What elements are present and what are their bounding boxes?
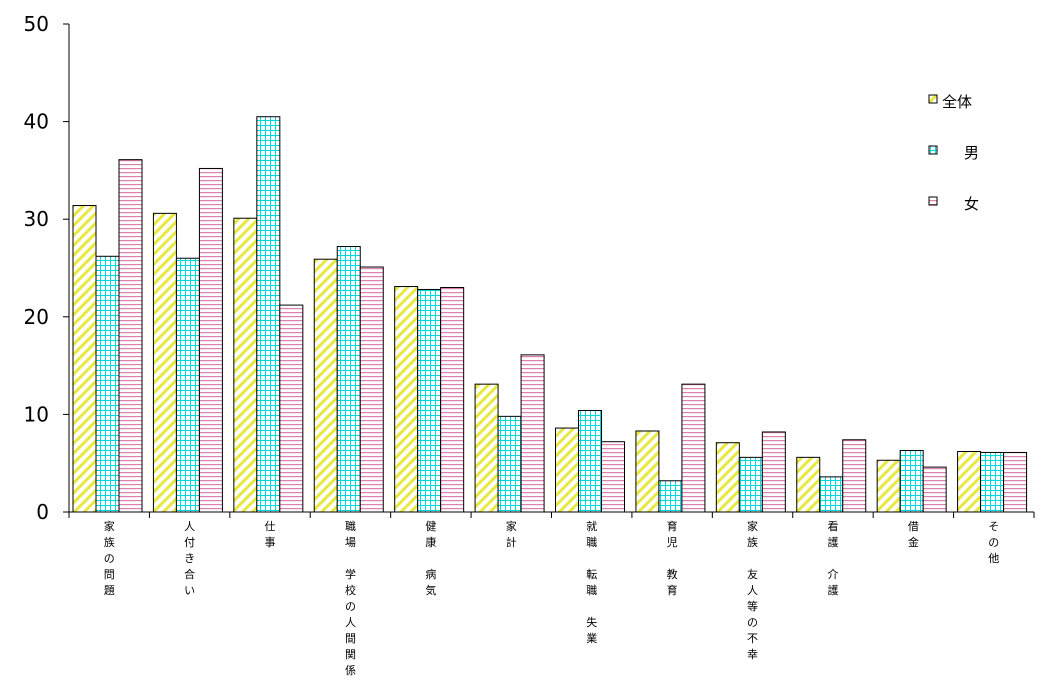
bar-男-7 — [658, 480, 683, 513]
legend-swatch-2 — [928, 196, 938, 206]
bar-女-0 — [118, 159, 143, 513]
bar-男-4 — [417, 288, 442, 513]
x-tick-label: 就職 転職 失業 — [586, 519, 597, 645]
legend-label-1: 男 — [964, 144, 979, 162]
bar-女-10 — [922, 466, 947, 513]
bar-女-4 — [440, 287, 465, 513]
bar-全体-4 — [394, 286, 419, 513]
bar-全体-7 — [635, 430, 660, 513]
y-tick-label: 40 — [24, 110, 49, 134]
x-tick-label: 家族 友人等の不幸 — [747, 519, 758, 661]
bar-女-5 — [520, 354, 545, 513]
y-tick-label: 10 — [24, 402, 49, 426]
bar-女-6 — [601, 441, 625, 513]
x-tick-label: 家族の問題 — [104, 519, 115, 597]
bar-女-9 — [842, 439, 867, 513]
bar-全体-2 — [233, 217, 258, 513]
bar-全体-0 — [72, 205, 97, 513]
bar-女-8 — [761, 431, 786, 513]
bars — [72, 116, 1028, 513]
bar-全体-1 — [152, 212, 177, 513]
legend-swatch-0 — [928, 94, 938, 104]
bar-全体-8 — [715, 442, 740, 513]
y-tick-label: 0 — [36, 500, 49, 524]
x-tick-label: 家計 — [506, 519, 517, 549]
bar-女-7 — [681, 383, 706, 513]
x-tick-label: 育児 教育 — [667, 519, 678, 597]
bar-全体-10 — [876, 459, 901, 513]
bar-男-3 — [336, 246, 361, 513]
bar-全体-6 — [555, 427, 579, 513]
x-tick-label: 借金 — [908, 520, 919, 549]
x-tick-label: 看護 介護 — [827, 519, 838, 597]
axes: 0 10 20 30 40 50 家族の問題 人付き合い 仕事 職場 学校の人間関係 健康 病気 家計… — [24, 12, 1035, 677]
x-tick-label: その他 — [988, 520, 999, 565]
y-tick-label: 20 — [24, 305, 49, 329]
legend-label-0: 全体 — [942, 93, 972, 111]
bar-全体-3 — [313, 258, 338, 513]
bar-男-5 — [497, 415, 522, 513]
bar-女-2 — [279, 304, 304, 513]
x-tick-label: 職場 学校の人間関係 — [345, 520, 356, 677]
bar-全体-11 — [957, 450, 982, 513]
x-tick-label: 人付き合い — [184, 520, 195, 597]
y-tick-label: 30 — [24, 207, 49, 231]
bar-男-9 — [819, 476, 844, 513]
bar-女-3 — [359, 266, 384, 513]
bar-男-11 — [980, 451, 1005, 513]
bar-全体-5 — [474, 383, 499, 513]
bar-男-8 — [738, 456, 763, 513]
bar-女-1 — [198, 167, 223, 513]
legend-label-2: 女 — [964, 195, 979, 213]
x-tick-label: 仕事 — [265, 520, 276, 549]
bar-男-2 — [256, 116, 281, 513]
y-tick-label: 50 — [24, 12, 49, 36]
legend-swatch-1 — [928, 145, 938, 155]
bar-女-11 — [1003, 451, 1028, 513]
bar-男-6 — [578, 409, 602, 513]
bar-男-0 — [95, 255, 120, 513]
bar-男-1 — [175, 257, 200, 513]
bar-男-10 — [899, 450, 924, 513]
bar-全体-9 — [796, 456, 821, 513]
x-tick-label: 健康 病気 — [425, 520, 436, 597]
